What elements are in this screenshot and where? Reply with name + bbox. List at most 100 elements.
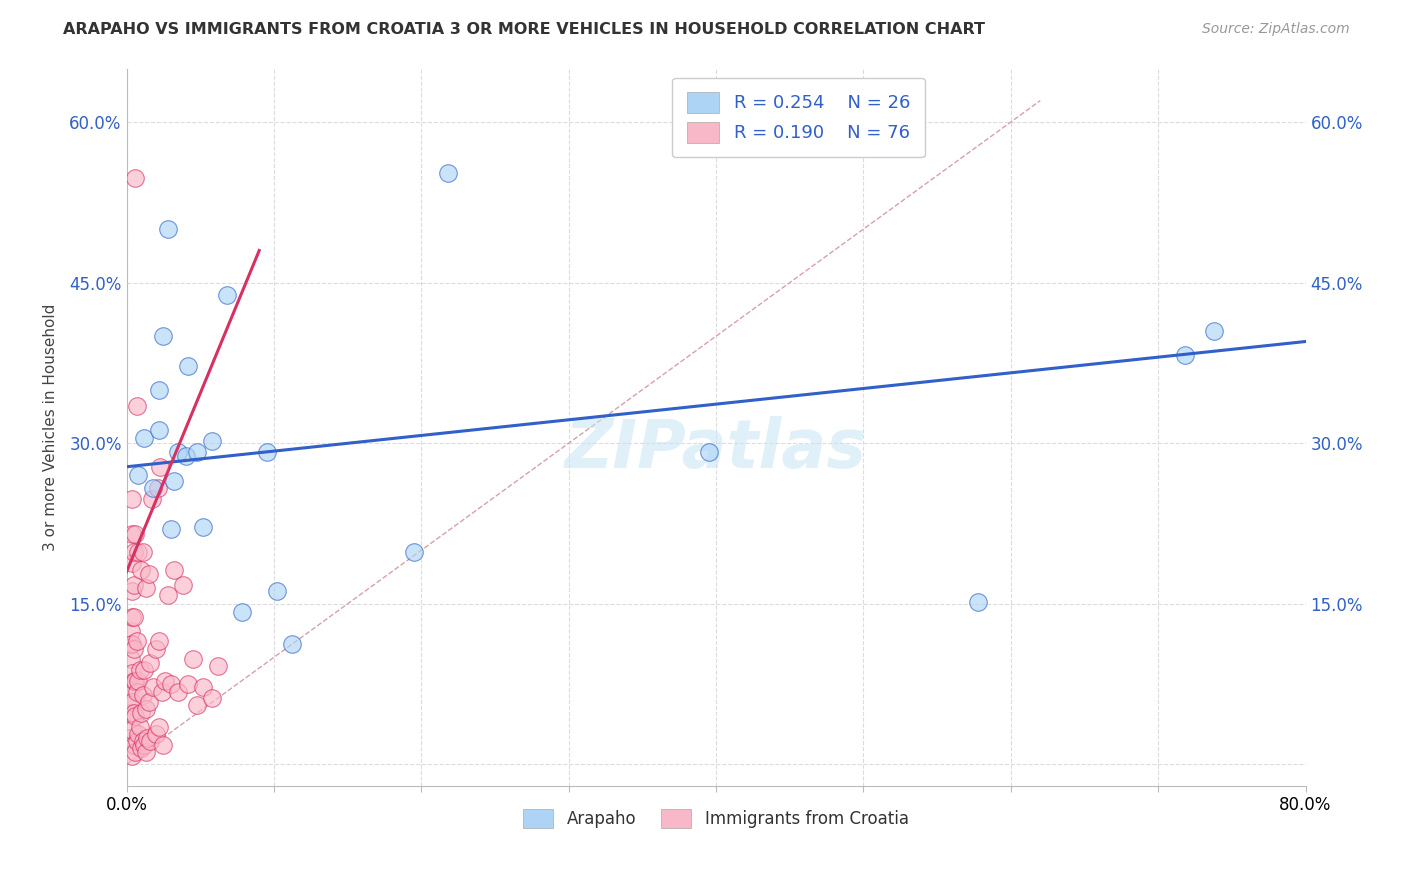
Point bbox=[121, 723, 143, 738]
Point bbox=[967, 594, 990, 608]
Text: ZIPatlas: ZIPatlas bbox=[565, 416, 868, 482]
Point bbox=[120, 624, 142, 638]
Point bbox=[697, 444, 720, 458]
Point bbox=[134, 738, 156, 752]
Text: ARAPAHO VS IMMIGRANTS FROM CROATIA 3 OR MORE VEHICLES IN HOUSEHOLD CORRELATION C: ARAPAHO VS IMMIGRANTS FROM CROATIA 3 OR … bbox=[63, 22, 986, 37]
Point bbox=[193, 681, 215, 695]
Point bbox=[122, 673, 145, 688]
Point bbox=[136, 731, 159, 745]
Point bbox=[174, 449, 197, 463]
Point bbox=[135, 745, 157, 759]
Legend: Arapaho, Immigrants from Croatia: Arapaho, Immigrants from Croatia bbox=[517, 802, 915, 835]
Point bbox=[125, 399, 148, 413]
Point bbox=[156, 588, 179, 602]
Point bbox=[124, 170, 146, 185]
Point bbox=[150, 684, 173, 698]
Point bbox=[437, 166, 460, 180]
Point bbox=[121, 583, 143, 598]
Point bbox=[128, 720, 150, 734]
Point bbox=[121, 666, 143, 681]
Point bbox=[121, 556, 143, 570]
Point bbox=[135, 702, 157, 716]
Point bbox=[159, 522, 181, 536]
Point bbox=[127, 673, 149, 688]
Point bbox=[125, 734, 148, 748]
Point bbox=[124, 673, 146, 688]
Point bbox=[121, 527, 143, 541]
Point bbox=[122, 738, 145, 752]
Point bbox=[127, 545, 149, 559]
Point bbox=[132, 688, 155, 702]
Point bbox=[121, 748, 143, 763]
Point bbox=[153, 673, 176, 688]
Point bbox=[121, 491, 143, 506]
Point bbox=[163, 474, 186, 488]
Point bbox=[256, 444, 278, 458]
Point bbox=[139, 656, 162, 670]
Point bbox=[121, 695, 143, 709]
Point bbox=[146, 481, 169, 495]
Point bbox=[207, 659, 229, 673]
Point bbox=[163, 562, 186, 576]
Point bbox=[120, 681, 142, 695]
Point bbox=[201, 434, 224, 448]
Point bbox=[120, 638, 142, 652]
Point bbox=[142, 681, 165, 695]
Point bbox=[266, 583, 288, 598]
Point bbox=[122, 609, 145, 624]
Point bbox=[131, 706, 153, 720]
Point bbox=[152, 329, 174, 343]
Point bbox=[280, 638, 302, 652]
Point bbox=[167, 684, 190, 698]
Point bbox=[148, 423, 170, 437]
Point bbox=[120, 652, 142, 666]
Point bbox=[138, 695, 160, 709]
Point bbox=[1174, 348, 1197, 362]
Point bbox=[138, 566, 160, 581]
Point bbox=[156, 222, 179, 236]
Point bbox=[186, 444, 208, 458]
Point bbox=[1204, 324, 1226, 338]
Point bbox=[177, 677, 200, 691]
Point bbox=[141, 491, 163, 506]
Point bbox=[145, 727, 167, 741]
Point bbox=[181, 652, 204, 666]
Point bbox=[231, 605, 253, 619]
Point bbox=[128, 663, 150, 677]
Text: Source: ZipAtlas.com: Source: ZipAtlas.com bbox=[1202, 22, 1350, 37]
Point bbox=[124, 709, 146, 723]
Point bbox=[121, 638, 143, 652]
Point bbox=[118, 731, 141, 745]
Point bbox=[201, 691, 224, 706]
Point bbox=[132, 734, 155, 748]
Point bbox=[131, 562, 153, 576]
Point bbox=[152, 738, 174, 752]
Point bbox=[402, 545, 425, 559]
Point bbox=[148, 383, 170, 397]
Point bbox=[167, 444, 190, 458]
Point bbox=[148, 720, 170, 734]
Point bbox=[134, 663, 156, 677]
Point bbox=[124, 527, 146, 541]
Point bbox=[177, 359, 200, 373]
Point bbox=[132, 545, 155, 559]
Point bbox=[149, 459, 172, 474]
Point bbox=[120, 706, 142, 720]
Point bbox=[127, 727, 149, 741]
Point bbox=[122, 577, 145, 591]
Point bbox=[139, 734, 162, 748]
Point bbox=[135, 581, 157, 595]
Point bbox=[124, 745, 146, 759]
Point bbox=[145, 641, 167, 656]
Point bbox=[122, 545, 145, 559]
Point bbox=[121, 609, 143, 624]
Point bbox=[118, 698, 141, 713]
Point bbox=[122, 641, 145, 656]
Point bbox=[215, 288, 238, 302]
Point bbox=[122, 706, 145, 720]
Point bbox=[142, 481, 165, 495]
Point bbox=[127, 468, 149, 483]
Point bbox=[125, 634, 148, 648]
Y-axis label: 3 or more Vehicles in Household: 3 or more Vehicles in Household bbox=[44, 303, 58, 551]
Point bbox=[193, 519, 215, 533]
